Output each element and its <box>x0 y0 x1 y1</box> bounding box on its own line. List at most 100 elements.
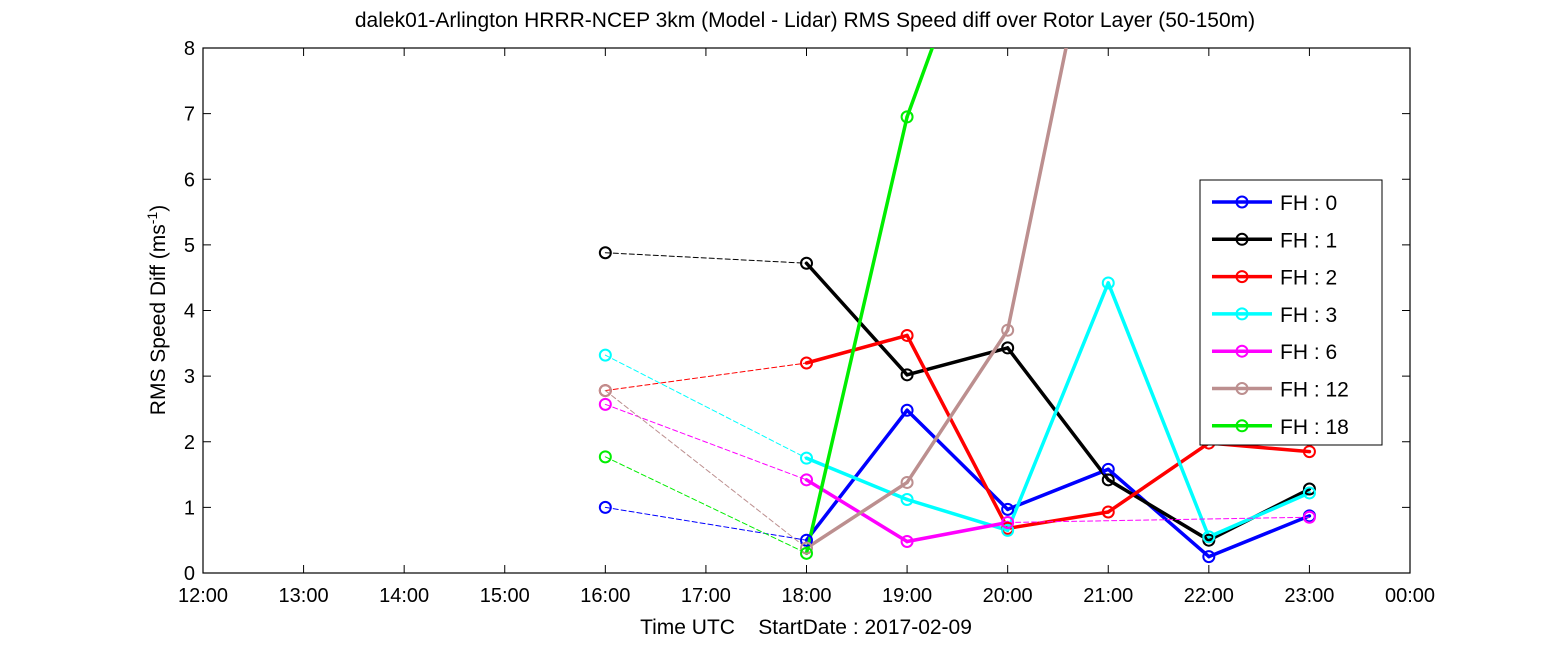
data-point <box>800 533 813 547</box>
y-tick-label: 3 <box>184 366 195 388</box>
legend-label: FH : 0 <box>1280 192 1337 215</box>
y-tick-label: 6 <box>184 169 195 191</box>
x-tick-label: 23:00 <box>1284 585 1334 607</box>
x-tick-label: 14:00 <box>379 585 429 607</box>
data-point <box>900 403 914 417</box>
x-axis-label: Time UTC StartDate : 2017-02-09 <box>640 616 972 639</box>
legend-label: FH : 6 <box>1280 341 1337 364</box>
data-point <box>1001 515 1015 529</box>
series-line-segment-dashed <box>604 362 807 392</box>
legend: FH : 0 FH : 1 FH : 2 FH : 3 FH : 6 FH : 12 FH … <box>1199 179 1383 446</box>
series-line-segment <box>1005 346 1110 482</box>
series-layer <box>598 48 1316 564</box>
y-axis-label: RMS Speed Diff (ms-1) <box>144 205 170 415</box>
data-point <box>598 500 612 514</box>
x-tick-label: 21:00 <box>1083 585 1133 607</box>
y-axis-label-close: ) <box>147 205 170 212</box>
x-tick-label: 17:00 <box>681 585 731 607</box>
series-line-segment <box>905 520 1010 544</box>
data-point <box>1302 482 1316 496</box>
y-axis-label-superscript: -1 <box>144 212 160 225</box>
legend-swatch-marker <box>1235 382 1249 395</box>
data-point <box>1302 510 1316 524</box>
x-tick-label: 16:00 <box>580 585 630 607</box>
data-point <box>800 473 813 487</box>
series-line-segment <box>905 328 1010 485</box>
legend-label: FH : 1 <box>1280 229 1337 252</box>
series-markers <box>598 323 1015 555</box>
data-point <box>800 451 813 465</box>
series-line-segment <box>804 480 909 550</box>
series-fh-12 <box>604 48 1068 550</box>
series-line-segment-dashed <box>604 403 807 481</box>
chart-title: dalek01-Arlington HRRR-NCEP 3km (Model -… <box>355 9 1255 32</box>
data-point <box>800 356 813 370</box>
y-tick-label: 4 <box>184 301 195 323</box>
legend-label: FH : 2 <box>1280 267 1337 290</box>
data-point <box>900 493 914 506</box>
series-line-segment <box>1106 441 1211 514</box>
legend-label: FH : 18 <box>1280 416 1349 439</box>
data-point <box>900 328 914 342</box>
x-axis-ticks: 12:00 13:00 14:00 15:00 16:00 17:00 18:00 19:00… <box>178 48 1435 607</box>
data-point <box>1302 486 1316 500</box>
y-tick-label: 1 <box>184 497 195 519</box>
y-tick-label: 7 <box>184 104 195 126</box>
data-point <box>1101 505 1115 519</box>
legend-swatch-marker <box>1235 419 1249 433</box>
series-line-segment-dashed <box>1007 516 1310 523</box>
series-line-segment <box>1207 514 1312 559</box>
x-tick-label: 12:00 <box>178 585 228 607</box>
data-point <box>1202 550 1216 564</box>
x-tick-label: 19:00 <box>882 585 932 607</box>
x-tick-label: 00:00 <box>1385 585 1435 607</box>
data-point <box>900 110 914 124</box>
series-line-segment-dashed <box>604 506 807 541</box>
series-fh-6 <box>604 403 1310 544</box>
series-markers <box>598 246 1316 547</box>
series-line-segment-dashed <box>604 354 807 459</box>
series-line-segment <box>804 478 909 544</box>
series-line-segment <box>804 408 909 542</box>
legend-swatch-marker <box>1235 270 1249 284</box>
series-line-segment-dashed <box>604 390 807 549</box>
legend-swatch-marker <box>1235 307 1249 321</box>
data-point <box>900 475 914 489</box>
x-tick-label: 22:00 <box>1184 585 1234 607</box>
data-point <box>800 541 813 555</box>
series-line-segment <box>1106 281 1211 539</box>
data-point <box>900 535 914 548</box>
x-tick-label: 15:00 <box>480 585 530 607</box>
series-fh-18 <box>604 48 934 556</box>
y-tick-label: 2 <box>184 432 195 454</box>
series-line-segment <box>905 48 934 119</box>
legend-swatch-marker <box>1235 232 1249 246</box>
series-line-segment <box>804 261 909 377</box>
series-line-segment-dashed <box>604 456 807 554</box>
series-line-segment <box>1005 281 1110 533</box>
y-tick-label: 0 <box>184 563 195 585</box>
legend-swatch-marker <box>1235 344 1249 358</box>
data-point <box>598 384 612 398</box>
series-line-segment <box>804 333 909 365</box>
series-markers <box>598 397 1316 548</box>
legend-label: FH : 12 <box>1280 379 1349 402</box>
y-axis-ticks: 0 1 2 3 4 5 6 7 8 <box>184 38 1410 585</box>
series-line-segment <box>1005 467 1110 512</box>
series-line-segment <box>905 333 1010 531</box>
data-point <box>800 546 813 560</box>
y-tick-label: 5 <box>184 235 195 257</box>
data-point <box>598 397 612 411</box>
series-line-segment <box>1005 48 1068 332</box>
y-axis-label-main: RMS Speed Diff (ms <box>147 224 170 415</box>
series-line-segment <box>1207 491 1312 539</box>
series-line-segment <box>1005 510 1110 531</box>
y-tick-label: 8 <box>184 38 195 60</box>
x-tick-label: 13:00 <box>279 585 329 607</box>
series-markers <box>598 110 914 560</box>
data-point <box>1001 341 1015 355</box>
data-point <box>1001 523 1015 537</box>
data-point <box>800 256 813 270</box>
